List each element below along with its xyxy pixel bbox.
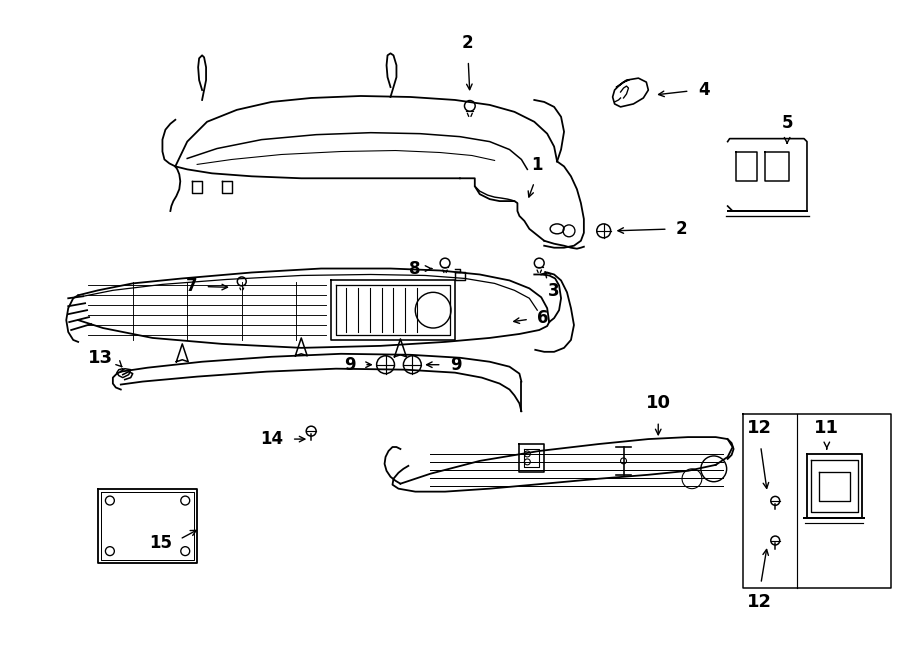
FancyArrowPatch shape — [471, 113, 473, 116]
Text: 15: 15 — [149, 534, 173, 552]
Text: 9: 9 — [450, 356, 462, 373]
Text: 3: 3 — [548, 282, 560, 300]
FancyArrowPatch shape — [540, 270, 542, 272]
Text: 12: 12 — [747, 593, 772, 611]
Text: 6: 6 — [537, 309, 549, 327]
Text: 13: 13 — [88, 349, 112, 367]
Text: 12: 12 — [747, 419, 772, 437]
FancyArrowPatch shape — [446, 270, 447, 272]
Text: 2: 2 — [676, 220, 688, 238]
Text: 5: 5 — [781, 114, 793, 132]
Text: 8: 8 — [409, 260, 420, 278]
Text: 11: 11 — [814, 419, 840, 437]
Text: 14: 14 — [260, 430, 284, 448]
FancyArrowPatch shape — [467, 113, 469, 116]
Text: 4: 4 — [698, 81, 709, 99]
Text: 9: 9 — [344, 356, 356, 373]
Text: 2: 2 — [462, 34, 473, 52]
Text: 7: 7 — [185, 278, 197, 295]
FancyArrowPatch shape — [537, 270, 538, 272]
Text: 1: 1 — [532, 156, 543, 175]
FancyArrowPatch shape — [443, 270, 444, 272]
Text: 10: 10 — [645, 395, 670, 412]
